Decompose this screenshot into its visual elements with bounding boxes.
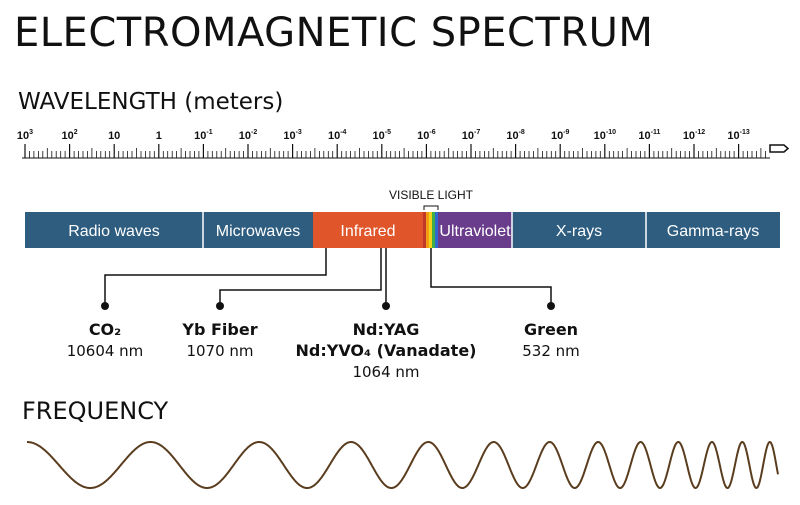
visible-light-label: VISIBLE LIGHT (389, 188, 474, 202)
wavelength-tick-label: 10-2 (239, 129, 258, 142)
band-label-infrared: Infrared (340, 223, 395, 240)
connector-co2 (104, 248, 327, 305)
laser-yb-fiber-value: 1070 nm (186, 342, 253, 360)
band-gamma-rays (646, 212, 780, 248)
visible-light-bracket (423, 205, 439, 210)
axis-arrow-icon (769, 144, 790, 153)
connector-endpoints (101, 302, 555, 310)
laser-yb-fiber-name: Yb Fiber (181, 320, 257, 339)
wavelength-tick-label: 10-3 (283, 129, 302, 142)
connector-green (430, 248, 552, 305)
wavelength-tick-label: 10-11 (638, 129, 660, 142)
band-radio-waves (25, 212, 203, 248)
laser-green-value: 532 nm (522, 342, 580, 360)
band-x-rays (512, 212, 646, 248)
laser-co2-value: 10604 nm (67, 342, 144, 360)
wavelength-tick-label: 10-8 (506, 129, 525, 142)
connector-yb-fiber (219, 248, 382, 305)
wavelength-tick-label: 10-13 (727, 129, 749, 142)
wavelength-tick-label: 10-12 (683, 129, 705, 142)
page-title: ELECTROMAGNETIC SPECTRUM (14, 10, 654, 56)
laser-green-name: Green (524, 320, 578, 339)
wavelength-tick-label: 10 (108, 130, 120, 142)
laser-nd-yag-value: 1064 nm (352, 363, 419, 381)
wavelength-tick-label: 10-9 (551, 129, 570, 142)
laser-nd-yvo4-name: Nd:YVO₄ (Vanadate) (296, 341, 477, 360)
laser-connectors (104, 248, 552, 305)
band-infrared (313, 212, 423, 248)
wavelength-tick-label: 10-10 (594, 129, 616, 142)
wavelength-axis (22, 144, 770, 159)
laser-co2-name: CO₂ (89, 320, 121, 339)
frequency-title: FREQUENCY (22, 397, 169, 425)
wavelength-tick-label: 10-6 (417, 129, 436, 142)
band-label-ultraviolet: Ultraviolet (439, 223, 511, 240)
band-label-gamma-rays: Gamma-rays (667, 223, 759, 240)
wavelength-tick-label: 10-4 (328, 129, 347, 142)
laser-nd-yag-name: Nd:YAG (353, 320, 420, 339)
band-microwaves (203, 212, 313, 248)
spectrum-bands: Radio waves Microwaves Infrared Ultravio… (25, 212, 780, 248)
connector-dot (101, 302, 109, 310)
connector-dot (382, 302, 390, 310)
connector-dot (547, 302, 555, 310)
wavelength-tick-label: 102 (62, 129, 78, 142)
wavelength-tick-label: 10-5 (373, 129, 392, 142)
wavelength-tick-label: 10-1 (194, 129, 213, 142)
wavelength-tick-labels: 103 102 10 1 10-1 10-2 10-3 10-4 10-5 10-6 10-7 10-… (17, 129, 750, 142)
connector-dot (216, 302, 224, 310)
frequency-wave (27, 440, 779, 490)
band-label-radio-waves: Radio waves (68, 223, 160, 240)
band-visible-light (423, 212, 438, 248)
band-label-microwaves: Microwaves (216, 223, 300, 240)
wavelength-axis-title: WAVELENGTH (meters) (18, 89, 284, 115)
band-label-x-rays: X-rays (556, 223, 602, 240)
wavelength-tick-label: 10-7 (462, 129, 481, 142)
wavelength-tick-label: 1 (156, 130, 162, 142)
wavelength-tick-label: 103 (17, 129, 33, 142)
band-ultraviolet (438, 212, 512, 248)
